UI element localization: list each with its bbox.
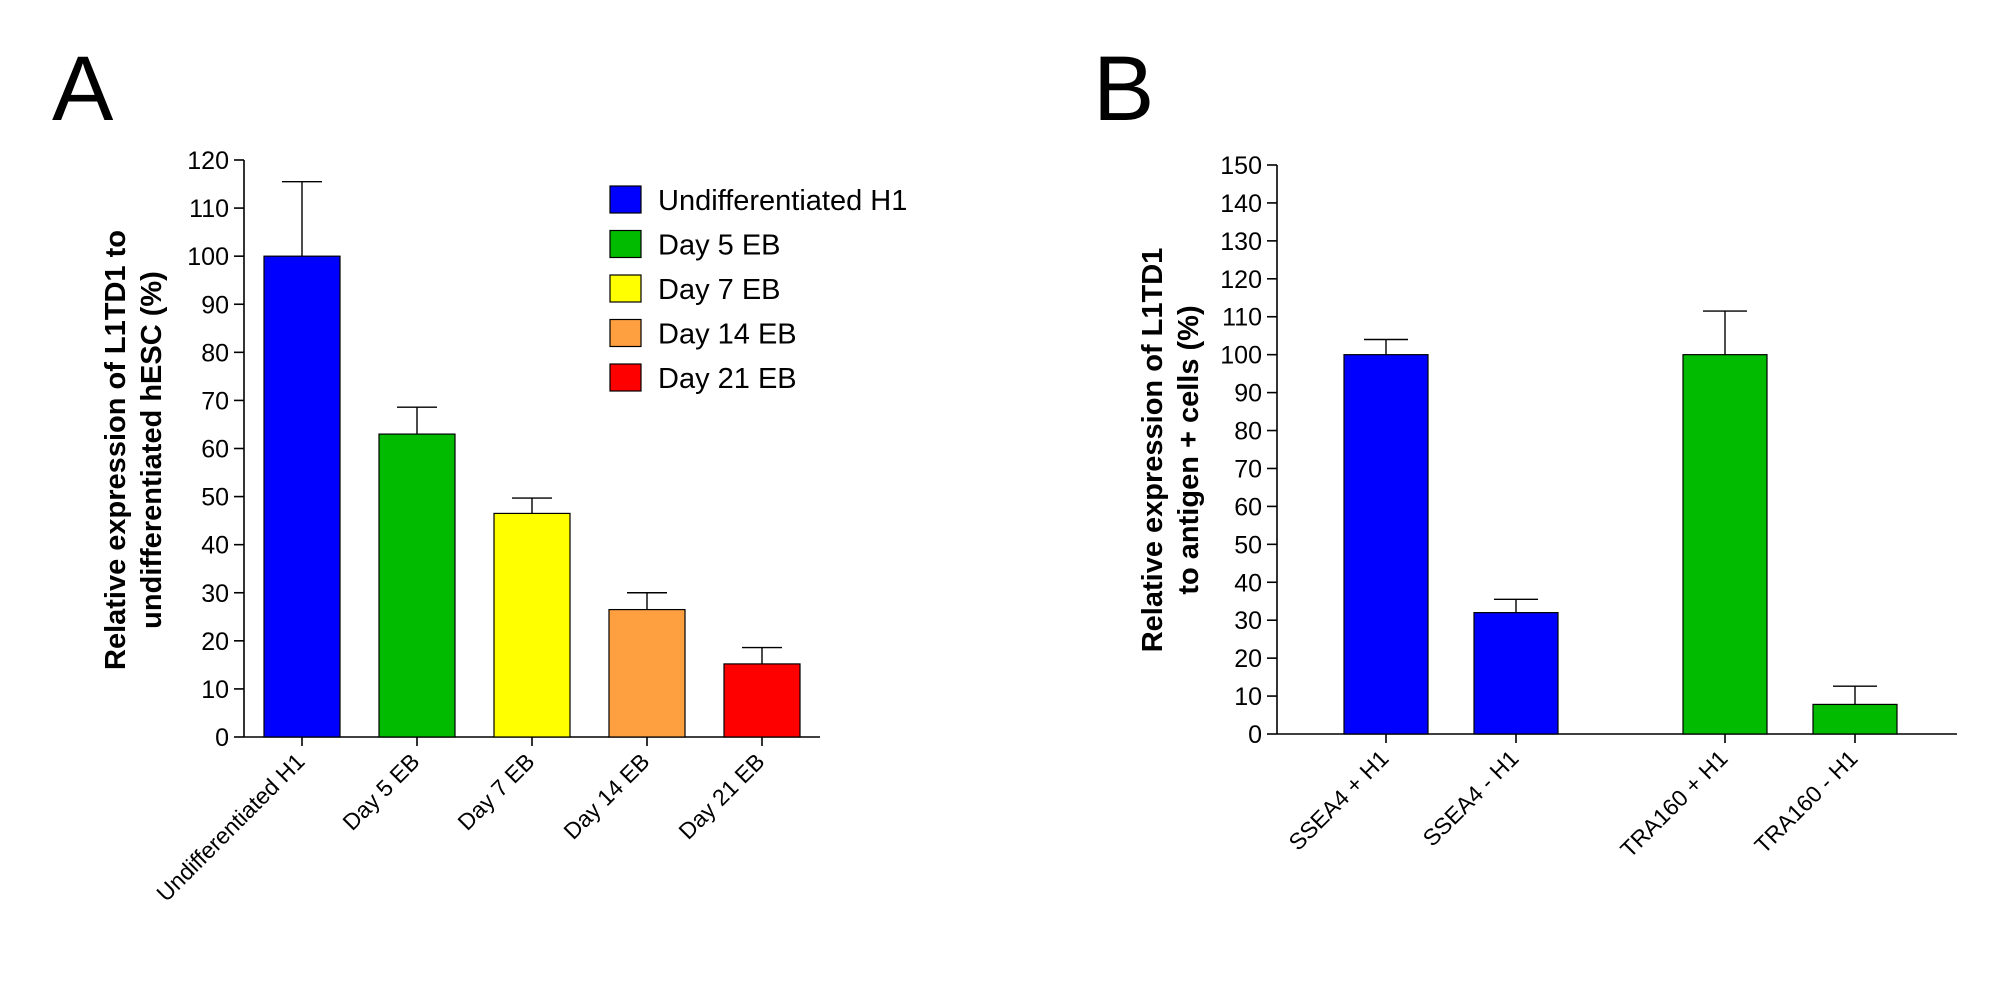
x-tick-label: Day 14 EB [558, 748, 654, 844]
bar [723, 663, 801, 738]
y-tick-label: 80 [1234, 418, 1262, 446]
bar [378, 433, 456, 738]
bar [1682, 354, 1768, 735]
bar [1812, 703, 1898, 735]
y-tick-label: 110 [1222, 304, 1262, 332]
y-tick-label: 100 [1220, 342, 1262, 370]
y-tick-label: 140 [1220, 190, 1262, 218]
legend-swatch [609, 318, 642, 348]
y-tick-label: 20 [1234, 645, 1262, 673]
y-tick-label: 0 [1248, 721, 1262, 749]
y-tick-label: 50 [201, 484, 229, 512]
legend-swatch [609, 229, 642, 259]
bar [1343, 354, 1429, 735]
x-tick-label: Undifferentiated H1 [151, 748, 309, 906]
chart-a: 0 10 20 30 40 50 60 70 80 90 100 110 120 Relative exp… [100, 147, 907, 906]
legend-swatch [609, 363, 642, 392]
y-tick-label: 60 [1234, 493, 1262, 521]
y-tick-label: 10 [1234, 683, 1262, 711]
panel-letter-a: A [52, 38, 114, 140]
bar [608, 608, 686, 738]
legend-label: Day 5 EB [658, 230, 781, 262]
x-tick-label: TRA160 + H1 [1615, 745, 1732, 862]
y-tick-label: 30 [1234, 607, 1262, 635]
y-tick-label: 150 [1220, 152, 1262, 180]
legend-label: Undifferentiated H1 [658, 185, 907, 217]
y-tick-label: 80 [201, 339, 229, 367]
bar [263, 255, 341, 738]
y-axis-label: Relative expression of L1TD1 to [100, 230, 132, 670]
y-tick-label: 70 [201, 387, 229, 415]
bar [493, 512, 571, 738]
y-tick-label: 30 [201, 580, 229, 608]
x-tick-label: SSEA4 - H1 [1417, 745, 1523, 851]
y-tick-label: 20 [201, 628, 229, 656]
y-tick-label: 100 [187, 243, 229, 271]
x-tick-label: Day 5 EB [337, 748, 424, 835]
y-tick-label: 120 [187, 147, 229, 175]
y-tick-label: 130 [1220, 228, 1262, 256]
y-axis-label: undifferentiated hESC (%) [136, 271, 168, 629]
x-tick-label: TRA160 - H1 [1749, 745, 1862, 858]
chart-b: 0 10 20 30 40 50 60 70 80 90 100 110 120 130 140 150 Rel… [1137, 152, 1957, 863]
y-tick-label: 10 [201, 676, 229, 704]
legend-label: Day 7 EB [658, 274, 781, 306]
y-tick-label: 50 [1234, 531, 1262, 559]
y-tick-label: 40 [1234, 569, 1262, 597]
y-tick-label: 70 [1234, 455, 1262, 483]
y-tick-label: 0 [215, 724, 229, 752]
x-tick-label: SSEA4 + H1 [1283, 745, 1393, 855]
y-tick-label: 60 [201, 436, 229, 464]
panel-letter-b: B [1093, 38, 1154, 140]
bar [1473, 612, 1559, 735]
y-axis-label: to antigen + cells (%) [1173, 305, 1205, 594]
legend-label: Day 14 EB [658, 319, 797, 351]
y-tick-label: 120 [1220, 266, 1262, 294]
legend-swatch [609, 274, 642, 303]
legend-label: Day 21 EB [658, 363, 797, 395]
y-tick-label: 90 [1234, 380, 1262, 408]
y-tick-label: 110 [189, 195, 229, 223]
x-tick-label: Day 21 EB [673, 748, 769, 844]
y-tick-label: 40 [201, 532, 229, 560]
y-axis-label: Relative expression of L1TD1 [1137, 248, 1169, 653]
y-tick-label: 90 [201, 291, 229, 319]
x-tick-label: Day 7 EB [452, 748, 539, 835]
legend-swatch [609, 185, 642, 214]
